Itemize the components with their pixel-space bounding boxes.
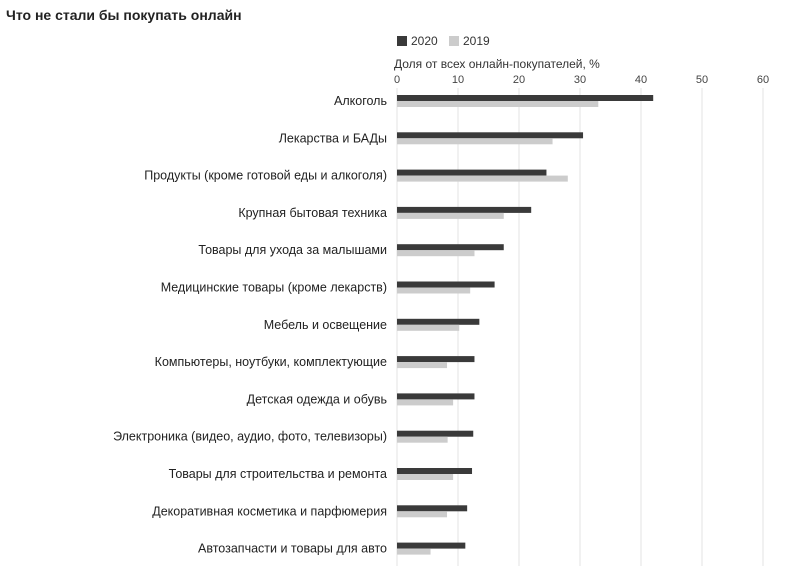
bar-2020-0: [397, 95, 654, 101]
x-tick-label-40: 40: [635, 74, 647, 86]
bar-2019-12: [397, 548, 431, 555]
category-label: Товары для строительства и ремонта: [169, 467, 387, 481]
legend-swatch-2020: [397, 36, 407, 46]
category-label: Продукты (кроме готовой еды и алкоголя): [144, 169, 387, 183]
bar-2019-8: [397, 399, 454, 406]
bar-2019-2: [397, 175, 568, 182]
bar-2020-10: [397, 468, 473, 474]
bar-2019-11: [397, 511, 448, 518]
bar-2020-5: [397, 281, 495, 288]
x-tick-label-50: 50: [696, 74, 708, 86]
bar-2020-6: [397, 318, 480, 325]
bar-2020-8: [397, 393, 475, 400]
bar-2020-12: [397, 542, 466, 549]
x-tick-label-20: 20: [513, 74, 525, 86]
category-label: Мебель и освещение: [264, 318, 387, 332]
bar-2019-0: [397, 101, 599, 107]
legend-swatch-2019: [449, 36, 459, 46]
category-label: Компьютеры, ноутбуки, комплектующие: [155, 355, 387, 369]
x-tick-label-60: 60: [757, 74, 769, 86]
category-label: Алкоголь: [334, 94, 387, 108]
x-axis-ticks: 0 10 20 30 40 50 60: [394, 74, 769, 86]
chart-title: Что не стали бы покупать онлайн: [6, 7, 242, 23]
category-label: Товары для ухода за малышами: [198, 243, 387, 257]
grid: [396, 88, 764, 566]
legend: 2020 2019: [397, 34, 490, 48]
category-label: Декоративная косметика и парфюмерия: [152, 504, 387, 518]
bar-2019-6: [397, 324, 460, 331]
x-axis-label: Доля от всех онлайн-покупателей, %: [394, 57, 600, 71]
bar-2019-3: [397, 212, 504, 219]
bar-2020-11: [397, 505, 468, 512]
legend-label-2020: 2020: [411, 34, 438, 48]
category-label: Автозапчасти и товары для авто: [198, 542, 387, 556]
bar-2019-7: [397, 362, 448, 369]
category-labels: Алкоголь Лекарства и БАДы Продукты (кроме …: [113, 94, 387, 556]
category-label: Крупная бытовая техника: [238, 206, 387, 220]
category-label: Медицинские товары (кроме лекарств): [161, 281, 387, 295]
bars: [397, 95, 654, 555]
bar-2019-9: [397, 436, 448, 443]
bar-2019-5: [397, 287, 471, 294]
bar-2020-3: [397, 206, 532, 213]
category-label: Электроника (видео, аудио, фото, телевиз…: [113, 430, 387, 444]
category-label: Лекарства и БАДы: [279, 131, 387, 145]
x-tick-label-30: 30: [574, 74, 586, 86]
bar-2019-10: [397, 474, 454, 480]
bar-2019-1: [397, 138, 553, 145]
bar-2020-7: [397, 356, 475, 363]
bar-2019-4: [397, 250, 475, 257]
x-tick-label-0: 0: [394, 74, 400, 86]
category-label: Детская одежда и обувь: [247, 392, 387, 406]
x-tick-label-10: 10: [452, 74, 464, 86]
legend-label-2019: 2019: [463, 34, 490, 48]
bar-2020-1: [397, 132, 584, 139]
bar-2020-2: [397, 169, 547, 176]
bar-2020-4: [397, 244, 504, 251]
bar-2020-9: [397, 430, 474, 437]
